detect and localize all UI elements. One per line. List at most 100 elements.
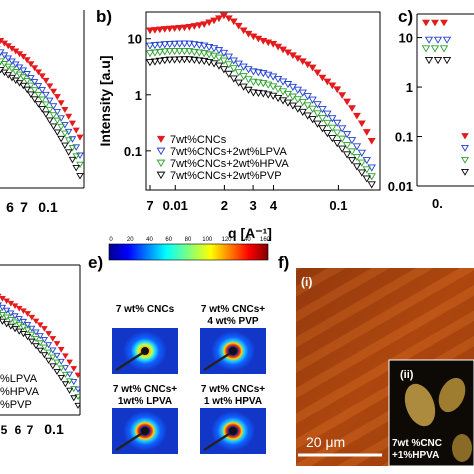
- panel-b-marker-series-3: [214, 62, 224, 70]
- panel-b-marker-series-3: [352, 163, 362, 171]
- panel-b-marker-series-1: [318, 106, 327, 114]
- panel-bottom-left-marker-series-2: [74, 393, 80, 400]
- panel-b-marker-series-2: [190, 48, 199, 56]
- panel-b-marker-series-1: [170, 40, 179, 48]
- panel-c-legend-marker: [461, 133, 469, 140]
- panel-b-marker-series-3: [150, 58, 160, 66]
- panel-c-y-tick-label: 10: [399, 31, 413, 46]
- panel-a-marker-series-1: [42, 91, 50, 99]
- panel-b-marker-series-3: [313, 120, 322, 128]
- panel-b-marker-series-3: [318, 125, 327, 133]
- panel-a-marker-series-1: [34, 83, 43, 90]
- panel-bottom-left-marker-series-1: [66, 371, 74, 378]
- panel-bottom-left-marker-series-3: [61, 381, 69, 388]
- panel-bottom-left-marker-series-3: [45, 357, 53, 364]
- panel-b-marker-series-2: [313, 110, 322, 118]
- panel-b-marker-series-0: [328, 82, 337, 90]
- panel-a-marker-series-0: [42, 77, 50, 84]
- panel-b-marker-series-1: [254, 69, 263, 77]
- panel-c-y-tick-label: 1: [406, 80, 413, 95]
- panel-b-marker-series-3: [259, 90, 268, 98]
- panel-bottom-left-marker-series-2: [61, 371, 69, 378]
- panel-b-marker-series-0: [313, 69, 322, 77]
- panel-b-marker-series-2: [303, 102, 312, 110]
- panel-b-marker-series-3: [333, 140, 342, 148]
- panel-c-marker-series-2: [421, 45, 431, 53]
- panel-bottom-left-x-tick-label: 6: [15, 423, 22, 437]
- panel-b-marker-series-1: [303, 93, 312, 101]
- panel-a-marker-series-3: [27, 91, 35, 98]
- panel-bottom-left-marker-series-0: [74, 372, 80, 379]
- panel-b-series: [146, 12, 376, 189]
- panel-bottom-left-marker-series-0: [28, 314, 36, 321]
- panel-b-legend-label: 7wt%CNCs+2wt%HPVA: [170, 158, 289, 170]
- colorbar-tick-label: 40: [146, 237, 153, 243]
- panel-b-legend-marker: [156, 171, 166, 180]
- legend-fragment-lpva: %LPVA: [0, 373, 38, 385]
- panel-a-marker-series-0: [38, 73, 46, 80]
- panel-bottom-left-marker-series-0: [45, 331, 52, 337]
- panel-b-marker-series-1: [264, 71, 273, 79]
- panel-b-marker-series-0: [338, 92, 347, 99]
- panel-f-inset: (ii) 7wt %CNC +1%HPVA: [388, 359, 474, 467]
- panel-bottom-left-x-tick-label: 0.1: [44, 421, 64, 437]
- panel-b-marker-series-1: [190, 41, 199, 49]
- panel-a-marker-series-1: [49, 103, 58, 110]
- panel-c-x-tick: 0.: [432, 196, 443, 211]
- panel-b-x-tick-label: 2: [221, 198, 228, 213]
- panel-b-marker-series-0: [210, 17, 218, 25]
- panel-b-marker-series-1: [180, 40, 189, 48]
- panel-b-marker-series-2: [308, 105, 317, 113]
- panel-b-x-axis-label: q [A⁻¹]: [228, 225, 272, 241]
- saxs-label-line1: 7 wt% CNCs+: [113, 384, 177, 395]
- panel-b-marker-series-1: [347, 137, 357, 145]
- panel-a-marker-series-3: [45, 117, 54, 124]
- panel-b-marker-series-0: [362, 129, 371, 136]
- panel-b-marker-series-3: [298, 108, 307, 116]
- panel-b-marker-series-3: [254, 89, 263, 97]
- panel-bottom-left-marker-series-0: [49, 336, 57, 342]
- panel-bottom-left-marker-series-3: [49, 363, 57, 370]
- saxs-label-line2: 1wt% LPVA: [118, 396, 172, 407]
- panel-bottom-left-marker-series-0: [24, 311, 31, 317]
- panel-c-marker-series-3: [424, 56, 434, 65]
- panel-c-marker-series-2: [439, 45, 449, 53]
- panel-b-marker-series-0: [155, 26, 164, 34]
- panel-a-marker-series-2: [61, 130, 69, 138]
- panel-c-label: c): [398, 7, 413, 26]
- panel-a-marker-series-2: [64, 137, 73, 144]
- panel-b-marker-series-2: [165, 48, 174, 56]
- panel-a-marker-series-3: [23, 86, 31, 94]
- panel-b-marker-series-3: [180, 56, 189, 64]
- panel-b-marker-series-3: [357, 169, 367, 177]
- panel-bottom-left-marker-series-3: [32, 343, 40, 350]
- panel-a-marker-series-0: [46, 83, 54, 90]
- panel-bottom-left-marker-series-2: [57, 365, 65, 372]
- panel-a-marker-series-3: [42, 111, 50, 118]
- panel-b-marker-series-0: [151, 27, 159, 34]
- panel-b-marker-series-0: [165, 25, 174, 33]
- panel-b-marker-series-1: [185, 40, 194, 48]
- panel-b-marker-series-1: [219, 49, 229, 57]
- panel-e-colorbar: 0 20 40 60 80 100 120 140 160: [108, 237, 271, 261]
- panel-a-marker-series-0: [57, 100, 65, 107]
- panel-b-marker-series-2: [264, 81, 273, 89]
- panel-c-marker-series-0: [422, 19, 430, 27]
- beamstop: [141, 427, 149, 435]
- panel-b-marker-series-0: [195, 22, 204, 29]
- panel-b-marker-series-2: [337, 135, 347, 143]
- panel-a-marker-series-3: [53, 129, 62, 136]
- panel-a-marker-series-3: [76, 173, 84, 180]
- panel-b-y-ticks: 10 1 0.1: [124, 32, 151, 159]
- panel-bottom-left-series: [0, 293, 80, 409]
- panel-b-marker-series-2: [150, 49, 160, 57]
- panel-b-marker-series-3: [146, 59, 155, 67]
- panel-a-marker-series-1: [30, 79, 39, 86]
- panel-a-marker-series-2: [27, 82, 35, 90]
- panel-b-x-tick-label: 0.1: [329, 198, 347, 213]
- panel-a-marker-series-0: [65, 113, 73, 120]
- panel-a-marker-series-3: [64, 149, 73, 156]
- panel-c-plot: 10 1 0.1 0.01 0.: [388, 13, 474, 211]
- panel-b-marker-series-2: [204, 51, 214, 59]
- panel-b-marker-series-1: [337, 125, 347, 133]
